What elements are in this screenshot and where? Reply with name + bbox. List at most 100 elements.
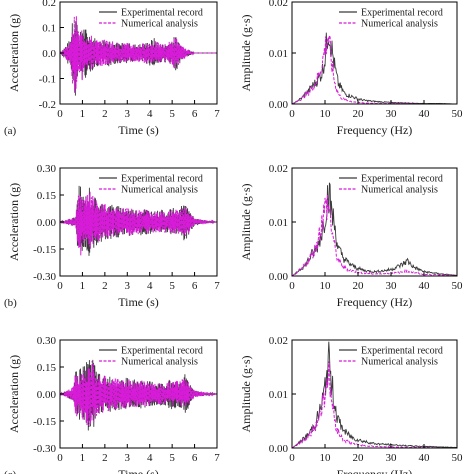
chart-panel-2: 0 10 20 30 40 50 0.00 0.01 0.02 Frequency (Hz) Amp…	[239, 0, 463, 137]
x-tick-label: 50	[452, 108, 464, 120]
x-axis-label: Frequency (Hz)	[337, 295, 413, 309]
x-tick-label: 5	[169, 452, 175, 464]
legend-label: Numerical analysis	[121, 357, 198, 368]
x-tick-label: 1	[80, 280, 86, 292]
x-tick-label: 40	[419, 108, 431, 120]
x-tick-label: 3	[125, 280, 131, 292]
x-tick-label: 6	[192, 280, 198, 292]
y-tick-label: -0.15	[33, 416, 56, 428]
y-tick-label: -0.15	[33, 244, 56, 256]
x-tick-label: 7	[214, 280, 220, 292]
plot-area	[60, 16, 217, 96]
x-tick-label: 5	[169, 280, 175, 292]
legend-label: Experimental record	[121, 8, 203, 19]
legend-label: Numerical analysis	[361, 357, 438, 368]
legend-label: Numerical analysis	[121, 19, 198, 30]
y-tick-label: 0.01	[269, 48, 288, 60]
x-tick-label: 20	[353, 280, 365, 292]
y-tick-label: 0.02	[269, 335, 288, 347]
x-tick-label: 0	[57, 108, 63, 120]
x-tick-label: 4	[147, 108, 153, 120]
panel-label: (c)	[4, 469, 17, 474]
y-tick-label: 0.1	[42, 23, 56, 35]
x-tick-label: 1	[80, 108, 86, 120]
y-axis-label: Acceleration (g)	[7, 355, 21, 433]
x-tick-label: 10	[320, 452, 332, 464]
x-tick-label: 2	[102, 452, 108, 464]
series-numerical-line	[60, 16, 217, 93]
y-axis-label: Acceleration (g)	[7, 183, 21, 261]
series-numerical-line	[60, 360, 217, 426]
y-tick-label: -0.2	[39, 99, 56, 111]
x-tick-label: 10	[320, 108, 332, 120]
y-tick-label: 0.01	[269, 389, 288, 401]
x-axis-label: Frequency (Hz)	[337, 467, 413, 474]
series-numerical-line	[292, 35, 457, 104]
y-tick-label: 0.00	[37, 217, 57, 229]
y-tick-label: 0.00	[269, 443, 289, 455]
legend-label: Experimental record	[361, 346, 443, 357]
x-tick-label: 40	[419, 452, 431, 464]
y-axis-label: Amplitude (g·s)	[239, 184, 253, 261]
y-tick-label: 0.02	[269, 163, 288, 175]
x-tick-label: 10	[320, 280, 332, 292]
x-tick-label: 1	[80, 452, 86, 464]
x-tick-label: 20	[353, 108, 365, 120]
y-tick-label: -0.30	[33, 271, 56, 283]
legend-label: Experimental record	[121, 346, 203, 357]
x-tick-label: 0	[57, 280, 63, 292]
y-tick-label: 0.00	[269, 271, 289, 283]
x-tick-label: 50	[452, 452, 464, 464]
y-axis-label: Amplitude (g·s)	[239, 356, 253, 433]
plot-area	[60, 185, 217, 256]
x-tick-label: 0	[289, 452, 295, 464]
y-tick-label: 0.0	[42, 48, 56, 60]
x-tick-label: 6	[192, 108, 198, 120]
x-axis-label: Time (s)	[118, 123, 159, 137]
x-tick-label: 2	[102, 108, 108, 120]
panel-label: (b)	[4, 297, 17, 309]
chart-panel-5: 0 1 2 3 4 5 6 7 -0.30 -0.15 0.00 0.15 0.30 Time (s) Ac…	[4, 335, 220, 474]
x-tick-label: 6	[192, 452, 198, 464]
x-axis-label: Frequency (Hz)	[337, 123, 413, 137]
x-tick-label: 0	[289, 108, 295, 120]
y-tick-label: 0.02	[269, 0, 288, 9]
chart-panel-4: 0 10 20 30 40 50 0.00 0.01 0.02 Frequency (Hz) Amp…	[239, 163, 463, 309]
panel-label: (a)	[4, 125, 17, 137]
y-tick-label: 0.15	[37, 190, 57, 202]
y-tick-label: -0.30	[33, 443, 56, 455]
y-tick-label: 0.15	[37, 362, 57, 374]
x-tick-label: 4	[147, 280, 153, 292]
chart-panel-1: 0 1 2 3 4 5 6 7 -0.2 -0.1 0.0 0.1 0.2 Time (s) Acceler…	[4, 0, 220, 137]
series-numerical-line	[60, 191, 217, 256]
legend-label: Numerical analysis	[361, 19, 438, 30]
x-tick-label: 40	[419, 280, 431, 292]
x-tick-label: 7	[214, 452, 220, 464]
x-tick-label: 20	[353, 452, 365, 464]
y-tick-label: 0.01	[269, 217, 288, 229]
legend-label: Numerical analysis	[361, 185, 438, 196]
x-tick-label: 4	[147, 452, 153, 464]
chart-panel-3: 0 1 2 3 4 5 6 7 -0.30 -0.15 0.00 0.15 0.30 Time (s) Ac…	[4, 163, 220, 309]
x-tick-label: 7	[214, 108, 220, 120]
x-tick-label: 30	[386, 280, 398, 292]
legend-label: Experimental record	[361, 8, 443, 19]
y-axis-label: Acceleration (g)	[7, 14, 21, 92]
y-tick-label: 0.2	[42, 0, 56, 9]
y-tick-label: 0.30	[37, 335, 57, 347]
x-tick-label: 30	[386, 108, 398, 120]
y-tick-label: -0.1	[39, 74, 56, 86]
x-axis-label: Time (s)	[118, 295, 159, 309]
x-tick-label: 30	[386, 452, 398, 464]
y-tick-label: 0.00	[269, 99, 289, 111]
legend-label: Numerical analysis	[121, 185, 198, 196]
y-tick-label: 0.30	[37, 163, 57, 175]
series-experimental-line	[292, 182, 457, 276]
legend-label: Experimental record	[361, 174, 443, 185]
chart-panel-6: 0 10 20 30 40 50 0.00 0.01 0.02 Frequency (Hz) Amp…	[239, 335, 463, 474]
